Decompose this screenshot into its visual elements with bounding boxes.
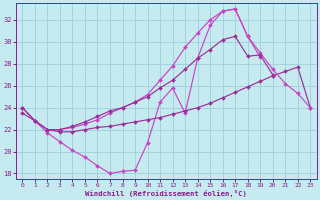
X-axis label: Windchill (Refroidissement éolien,°C): Windchill (Refroidissement éolien,°C) bbox=[85, 190, 247, 197]
